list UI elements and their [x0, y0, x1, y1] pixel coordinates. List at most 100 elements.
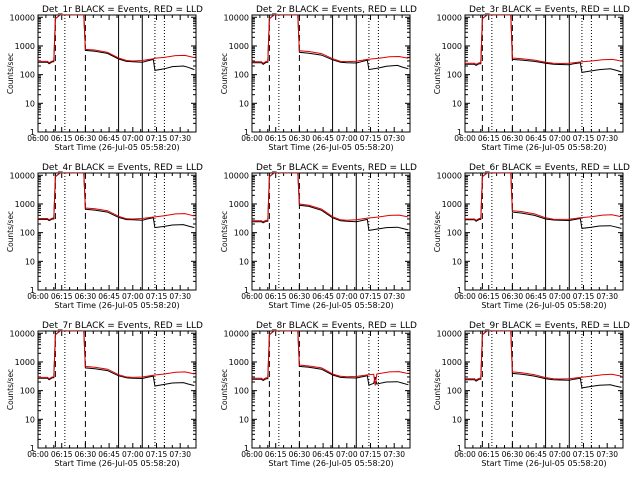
x-tick-label: 07:15 — [360, 450, 382, 459]
x-axis-label: Start Time (26-Jul-05 05:58:20) — [268, 301, 393, 310]
chart-panel-2: Det_2r BLACK = Events, RED = LLD 1 10 100 10… — [220, 5, 417, 152]
y-tick-label: 1000 — [442, 42, 462, 51]
y-tick-label: 10000 — [224, 13, 249, 22]
plot-frame — [37, 172, 197, 291]
x-tick-label: 06:30 — [75, 450, 97, 459]
y-tick-label: 10 — [239, 257, 249, 266]
x-tick-label: 06:15 — [265, 450, 287, 459]
series-line-lld — [38, 15, 195, 64]
x-tick-label: 07:00 — [336, 292, 358, 301]
series-line-events — [38, 173, 195, 229]
x-tick-label: 07:15 — [573, 292, 595, 301]
chart-panel-1: Det_1r BLACK = Events, RED = LLD 1 10 100 10… — [6, 5, 203, 152]
y-axis-label: Counts/sec — [6, 211, 15, 252]
series-line-events — [252, 331, 409, 386]
x-tick-label: 07:30 — [596, 134, 618, 143]
x-tick-label: 06:45 — [312, 292, 334, 301]
y-tick-label: 10000 — [10, 13, 35, 22]
x-tick-label: 07:30 — [383, 134, 405, 143]
y-tick-label: 100 — [447, 71, 462, 80]
chart-title: Det_5r BLACK = Events, RED = LLD — [256, 163, 417, 173]
x-tick-label: 07:00 — [549, 292, 571, 301]
series-line-events — [465, 173, 622, 229]
x-tick-label: 06:45 — [525, 292, 547, 301]
plot-frame — [464, 172, 624, 291]
plot-frame — [251, 172, 411, 291]
x-axis-label: Start Time (26-Jul-05 05:58:20) — [54, 459, 179, 468]
x-tick-label: 07:15 — [573, 134, 595, 143]
chart-panel-4: Det_4r BLACK = Events, RED = LLD 1 10 100 10… — [6, 163, 203, 310]
y-tick-label: 1000 — [229, 42, 249, 51]
series-line-events — [38, 331, 195, 387]
y-tick-label: 10 — [25, 99, 35, 108]
y-tick-label: 10 — [239, 99, 249, 108]
x-axis-label: Start Time (26-Jul-05 05:58:20) — [54, 301, 179, 310]
y-tick-label: 1000 — [442, 358, 462, 367]
series-line-events — [465, 331, 622, 389]
x-tick-label: 06:30 — [502, 134, 524, 143]
y-tick-label: 10 — [452, 99, 462, 108]
x-tick-label: 07:30 — [169, 450, 191, 459]
y-tick-label: 1 — [244, 128, 249, 137]
y-axis-label: Counts/sec — [6, 369, 15, 410]
x-tick-label: 07:00 — [336, 134, 358, 143]
x-tick-label: 07:00 — [549, 134, 571, 143]
x-tick-label: 07:15 — [146, 134, 168, 143]
series-line-lld — [252, 15, 409, 64]
y-tick-label: 1000 — [15, 358, 35, 367]
x-tick-label: 06:45 — [312, 450, 334, 459]
series-line-events — [252, 173, 409, 231]
y-axis-label: Counts/sec — [220, 53, 229, 94]
x-tick-label: 07:30 — [169, 134, 191, 143]
x-tick-label: 07:30 — [383, 292, 405, 301]
x-tick-label: 06:30 — [289, 134, 311, 143]
x-tick-label: 06:00 — [27, 134, 49, 143]
x-tick-label: 06:15 — [51, 292, 73, 301]
y-tick-label: 10000 — [437, 171, 462, 180]
plot-frame — [251, 330, 411, 449]
x-tick-label: 07:00 — [336, 450, 358, 459]
y-axis-label: Counts/sec — [433, 211, 442, 252]
x-tick-label: 06:15 — [265, 292, 287, 301]
x-tick-label: 06:30 — [75, 292, 97, 301]
x-tick-label: 07:30 — [383, 450, 405, 459]
series-line-lld — [252, 173, 409, 223]
x-tick-label: 07:15 — [146, 450, 168, 459]
chart-panel-8: Det_8r BLACK = Events, RED = LLD 1 10 100 10… — [220, 321, 417, 468]
series-line-events — [252, 15, 409, 71]
y-tick-label: 100 — [234, 229, 249, 238]
y-axis-label: Counts/sec — [433, 53, 442, 94]
x-tick-label: 07:15 — [360, 292, 382, 301]
x-tick-label: 06:00 — [27, 292, 49, 301]
y-tick-label: 100 — [447, 229, 462, 238]
series-line-lld — [465, 15, 622, 65]
y-tick-label: 10 — [25, 257, 35, 266]
y-tick-label: 1 — [457, 444, 462, 453]
y-tick-label: 1000 — [229, 358, 249, 367]
y-tick-label: 1000 — [15, 200, 35, 209]
series-line-lld — [465, 173, 622, 221]
y-tick-label: 10 — [452, 415, 462, 424]
x-tick-label: 06:30 — [502, 450, 524, 459]
x-axis-label: Start Time (26-Jul-05 05:58:20) — [481, 143, 606, 152]
x-tick-label: 06:15 — [478, 134, 500, 143]
chart-title: Det_8r BLACK = Events, RED = LLD — [256, 321, 417, 331]
x-tick-label: 07:15 — [146, 292, 168, 301]
plot-frame — [464, 330, 624, 449]
y-tick-label: 1000 — [229, 200, 249, 209]
plot-frame — [37, 14, 197, 133]
x-tick-label: 07:00 — [549, 450, 571, 459]
y-axis-label: Counts/sec — [220, 369, 229, 410]
x-tick-label: 06:45 — [98, 450, 120, 459]
x-axis-label: Start Time (26-Jul-05 05:58:20) — [481, 459, 606, 468]
x-tick-label: 06:00 — [241, 450, 263, 459]
x-tick-label: 07:30 — [169, 292, 191, 301]
y-tick-label: 1 — [30, 128, 35, 137]
series-line-lld — [38, 331, 195, 380]
x-axis-label: Start Time (26-Jul-05 05:58:20) — [268, 143, 393, 152]
x-tick-label: 06:15 — [265, 134, 287, 143]
series-line-events — [465, 15, 622, 73]
y-axis-label: Counts/sec — [433, 369, 442, 410]
y-tick-label: 100 — [20, 387, 35, 396]
x-axis-label: Start Time (26-Jul-05 05:58:20) — [481, 301, 606, 310]
